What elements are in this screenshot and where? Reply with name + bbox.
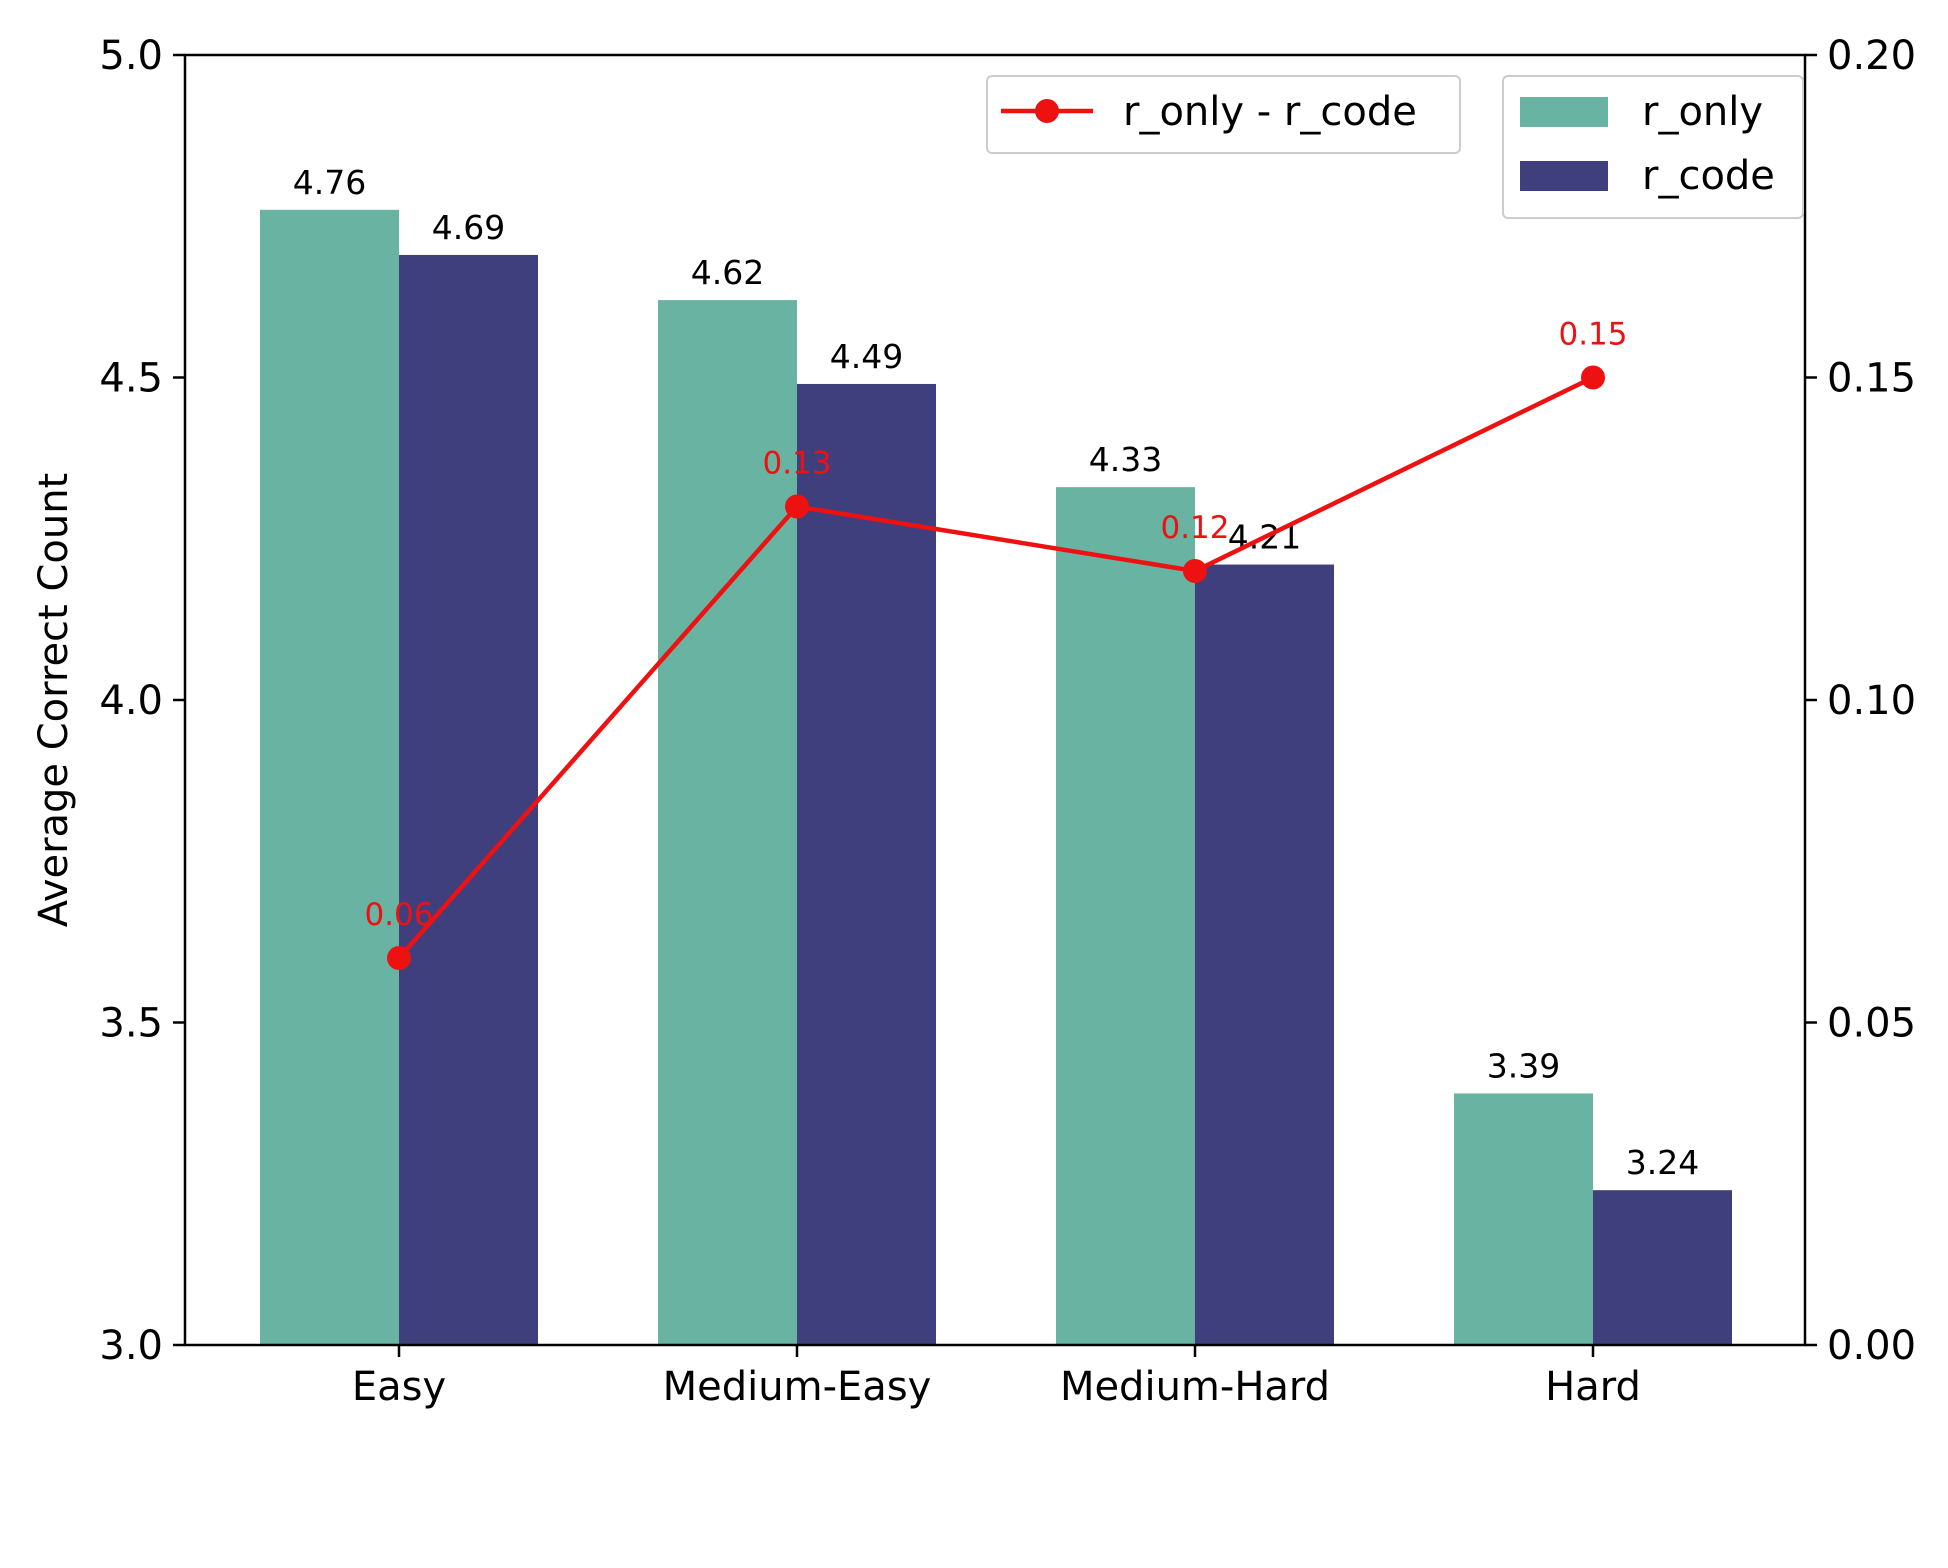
difference-point-hard — [1581, 365, 1605, 390]
line-legend-marker — [1035, 99, 1059, 123]
bar-r_only-hard — [1454, 1093, 1593, 1345]
bar-label-r_only-hard: 3.39 — [1487, 1046, 1560, 1085]
x-tick-label-hard: Hard — [1545, 1364, 1641, 1410]
bar-legend-label-r_code: r_code — [1642, 153, 1775, 199]
y-tick-label: 4.0 — [99, 678, 163, 724]
bar-r_code-hard — [1593, 1190, 1732, 1345]
y-tick-label: 3.0 — [99, 1323, 163, 1369]
bar-r_code-medium-easy — [797, 383, 936, 1345]
bar-r_code-easy — [399, 254, 538, 1346]
x-tick-label-easy: Easy — [352, 1364, 446, 1410]
bar-label-r_only-medium-hard: 4.33 — [1089, 440, 1162, 479]
line-legend-label: r_only - r_code — [1123, 89, 1417, 135]
y2-tick-label: 0.05 — [1827, 1001, 1916, 1047]
x-tick-label-medium-hard: Medium-Hard — [1060, 1364, 1330, 1410]
bar-r_only-medium-hard — [1056, 487, 1195, 1345]
difference-point-easy — [387, 946, 411, 970]
difference-label-hard: 0.15 — [1558, 317, 1627, 353]
bar-label-r_only-medium-easy: 4.62 — [691, 253, 764, 292]
bar-label-r_code-medium-easy: 4.49 — [830, 337, 903, 376]
x-tick-label-medium-easy: Medium-Easy — [663, 1364, 932, 1410]
bar-legend-label-r_only: r_only — [1642, 89, 1763, 135]
difference-line — [397, 375, 1594, 960]
legends-group: r_only - r_code r_only r_code — [986, 75, 1804, 219]
difference-point-medium-hard — [1183, 559, 1207, 583]
line-legend-box — [986, 75, 1461, 154]
y-tick-label: 4.5 — [99, 356, 163, 402]
bar-label-r_only-easy: 4.76 — [293, 163, 366, 202]
difference-label-medium-easy: 0.13 — [762, 446, 831, 482]
bar-r_only-medium-easy — [658, 300, 797, 1346]
y-tick-label: 3.5 — [99, 1001, 163, 1047]
y-tick-label: 5.0 — [99, 33, 163, 79]
y2-tick-label: 0.20 — [1827, 33, 1916, 79]
bar-legend-swatch-r_only — [1520, 97, 1608, 127]
bar-label-r_code-easy: 4.69 — [432, 208, 505, 247]
axes-group: 3.0 3.5 4.0 4.5 5.0 0.00 0.05 0.10 0.15 0.20 Easy M… — [31, 33, 1916, 1410]
y2-tick-label: 0.15 — [1827, 356, 1916, 402]
bar-r_code-medium-hard — [1195, 564, 1334, 1345]
y2-tick-label: 0.00 — [1827, 1323, 1916, 1369]
difference-label-easy: 0.06 — [364, 897, 433, 933]
difference-label-medium-hard: 0.12 — [1160, 510, 1229, 546]
difference-line-group: 0.06 0.13 0.12 0.15 — [364, 317, 1628, 970]
bar-r_only-easy — [260, 209, 399, 1345]
y2-tick-label: 0.10 — [1827, 678, 1916, 724]
bar-legend-swatch-r_code — [1520, 161, 1608, 191]
y-axis-label: Average Correct Count — [31, 473, 77, 927]
bar-group — [260, 209, 1732, 1346]
bar-label-r_code-hard: 3.24 — [1626, 1143, 1699, 1182]
difference-point-medium-easy — [785, 494, 809, 519]
